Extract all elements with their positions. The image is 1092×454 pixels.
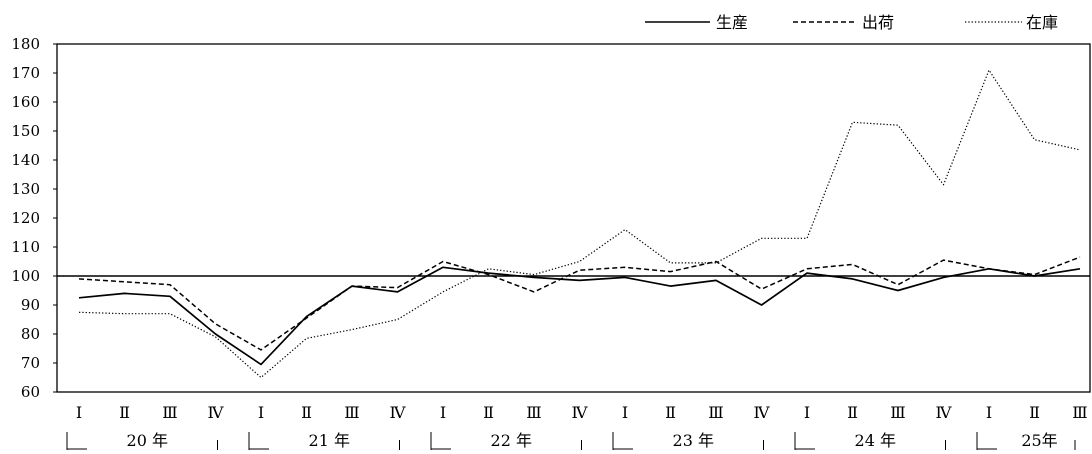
year-group-label: 25年 [1021,431,1057,450]
year-group-label: 20 年 [127,431,168,450]
y-tick-label: 90 [21,296,40,314]
y-tick-label: 160 [11,93,40,111]
x-axis-labels: Ⅰ Ⅱ Ⅲ Ⅳ Ⅰ Ⅱ Ⅲ Ⅳ Ⅰ Ⅱ Ⅲ Ⅳ Ⅰ Ⅱ Ⅲ Ⅳ Ⅰ Ⅱ Ⅲ Ⅳ Ⅰ Ⅱ Ⅲ 20 年 21 年 22 年 23 年 2… [66,403,1088,450]
x-tick-label: Ⅱ [1029,403,1040,422]
y-tick-label: 100 [11,267,40,285]
y-tick-label: 60 [21,383,40,401]
series-layer [78,69,1081,379]
x-tick-label: Ⅲ [344,403,359,422]
series-line-production [78,266,1081,366]
x-tick-label: Ⅲ [526,403,541,422]
y-tick-label: 70 [21,354,40,372]
series-line-shipment [78,256,1081,351]
x-tick-label: Ⅰ [76,403,82,422]
y-tick-label: 130 [11,180,40,198]
x-tick-label: Ⅰ [986,403,992,422]
x-tick-label: Ⅱ [301,403,312,422]
y-tick-label: 150 [11,122,40,140]
plot-frame [56,43,1091,393]
year-group-label: 24 年 [855,431,896,450]
y-tick-label: 170 [11,64,40,82]
x-tick-label: Ⅰ [258,403,264,422]
x-tick-label: Ⅰ [804,403,810,422]
x-tick-label: Ⅱ [483,403,494,422]
legend-label-shipment: 出荷 [862,13,894,32]
x-tick-label: Ⅰ [440,403,446,422]
x-tick-label: Ⅰ [622,403,628,422]
x-tick-label: Ⅱ [847,403,858,422]
x-tick-label: Ⅱ [665,403,676,422]
axis-layer: 60 70 80 90 100 110 120 130 140 150 160 170 180 [11,35,1091,401]
x-tick-label: Ⅲ [1072,403,1087,422]
series-line-inventory [78,69,1081,379]
x-tick-label: Ⅱ [119,403,130,422]
x-tick-label: Ⅲ [162,403,177,422]
legend-label-inventory: 在庫 [1026,13,1058,32]
y-tick-label: 80 [21,325,40,343]
x-tick-label: Ⅳ [390,403,407,422]
y-tick-label: 140 [11,151,40,169]
y-tick-label: 180 [11,35,40,53]
y-tick-label: 110 [11,238,40,256]
year-group-label: 21 年 [309,431,350,450]
x-tick-label: Ⅳ [936,403,953,422]
x-tick-label: Ⅲ [890,403,905,422]
x-tick-label: Ⅳ [208,403,225,422]
legend: 生産 出荷 在庫 [645,13,1058,32]
x-tick-label: Ⅳ [572,403,589,422]
y-tick-label: 120 [11,209,40,227]
year-group-label: 22 年 [491,431,532,450]
year-group-label: 23 年 [673,431,714,450]
legend-label-production: 生産 [716,13,748,32]
x-tick-label: Ⅳ [754,403,771,422]
x-tick-label: Ⅲ [708,403,723,422]
